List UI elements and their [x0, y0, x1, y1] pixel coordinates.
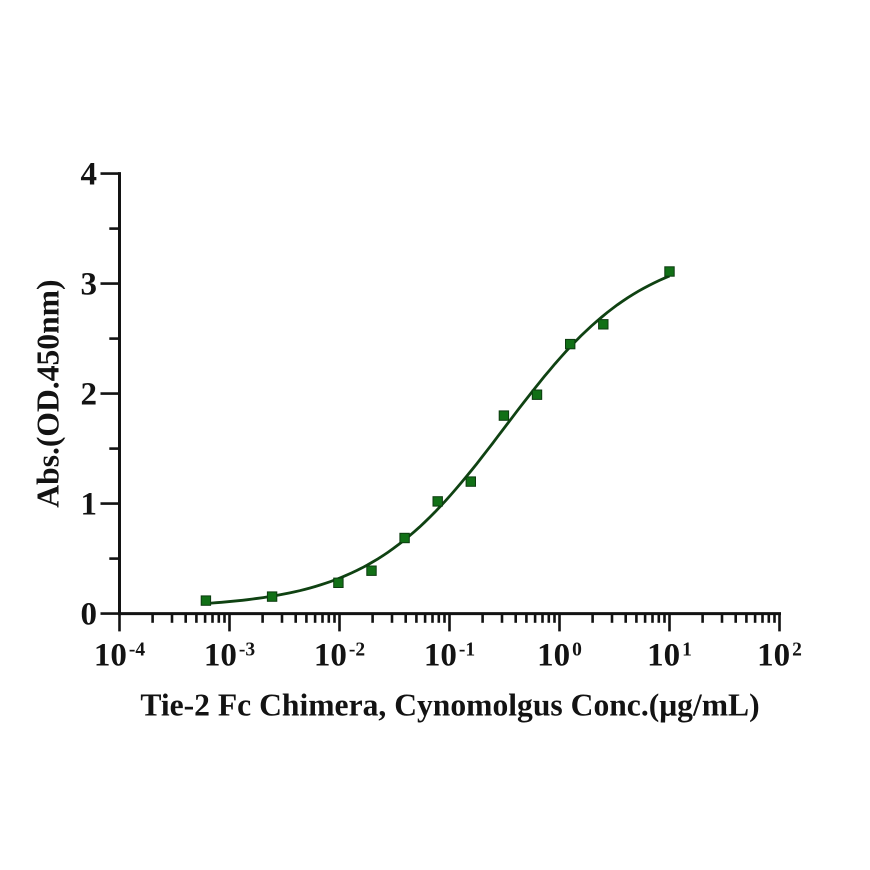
- svg-text:10-1: 10 -1: [424, 637, 475, 673]
- svg-text:Abs.(OD.450nm): Abs.(OD.450nm): [31, 279, 66, 507]
- svg-text:4: 4: [81, 157, 98, 193]
- svg-text:10-3: 10 -3: [204, 637, 255, 673]
- svg-text:0: 0: [81, 597, 98, 633]
- svg-text:2: 2: [81, 377, 98, 413]
- svg-text:1: 1: [81, 487, 98, 523]
- svg-text:3: 3: [81, 267, 98, 303]
- svg-text:100: 10 0: [537, 637, 582, 673]
- svg-text:10-4: 10 -4: [94, 637, 145, 673]
- svg-text:10-2: 10 -2: [314, 637, 365, 673]
- svg-text:101: 10 1: [647, 637, 692, 673]
- svg-text:102: 10 2: [757, 637, 802, 673]
- svg-text:Tie-2 Fc Chimera, Cynomolgus C: Tie-2 Fc Chimera, Cynomolgus Conc.(μg/mL…: [140, 687, 759, 722]
